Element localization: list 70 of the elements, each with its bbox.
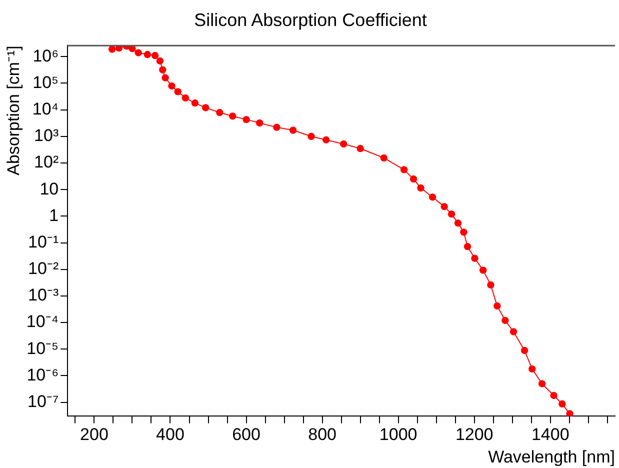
y-tick-label: 10⁻⁵ — [26, 338, 59, 358]
point — [520, 346, 528, 354]
y-tick-label: 10³ — [34, 126, 59, 146]
point — [460, 228, 468, 236]
point — [202, 104, 210, 112]
x-axis-title: Wavelength [nm] — [488, 447, 615, 466]
point — [400, 166, 408, 174]
point — [528, 365, 536, 373]
point — [151, 52, 159, 60]
x-tick-label: 1400 — [531, 425, 570, 444]
point — [448, 210, 456, 218]
point — [464, 242, 472, 250]
point — [558, 400, 566, 408]
point — [256, 119, 264, 127]
y-axis-title: Absorption [cm⁻¹] — [4, 46, 23, 176]
x-tick-label: 600 — [232, 425, 260, 444]
point — [502, 316, 509, 324]
point — [162, 74, 169, 82]
y-tick-label: 10 — [40, 179, 59, 198]
point — [479, 266, 487, 274]
y-tick-label: 10⁻³ — [28, 286, 59, 305]
point — [340, 140, 348, 148]
point — [322, 136, 330, 144]
point — [380, 154, 388, 162]
point — [471, 254, 478, 262]
y-tick-label: 10⁻⁷ — [28, 392, 59, 411]
point — [242, 116, 250, 124]
point — [289, 126, 297, 134]
y-tick-label: 10⁶ — [32, 46, 59, 66]
y-tick-label: 10⁵ — [32, 72, 59, 92]
point — [228, 112, 236, 120]
y-tick-label: 10² — [34, 152, 59, 172]
point — [510, 328, 518, 336]
point — [550, 392, 558, 400]
point — [168, 82, 176, 90]
point — [410, 175, 418, 183]
x-tick-label: 800 — [308, 425, 336, 444]
point — [174, 88, 182, 96]
point — [487, 281, 494, 289]
point — [417, 184, 424, 192]
point — [356, 144, 364, 152]
point — [308, 132, 315, 140]
point — [566, 410, 574, 416]
point — [454, 219, 462, 227]
point — [159, 66, 166, 74]
x-tick-label: 200 — [80, 425, 108, 444]
y-tick-label: 10⁻² — [28, 259, 59, 278]
y-tick-label: 10⁴ — [32, 100, 59, 118]
point — [115, 46, 123, 52]
y-tick-label: 10⁻⁴ — [26, 312, 59, 332]
point — [428, 194, 436, 201]
y-tick-label: 1 — [49, 206, 59, 225]
point — [144, 50, 152, 58]
x-tick-label: 1000 — [379, 425, 418, 444]
point — [273, 124, 280, 131]
point — [134, 49, 142, 56]
point — [128, 46, 136, 52]
y-tick-label: 10⁻¹ — [28, 232, 59, 252]
x-tick-label: 400 — [156, 425, 184, 444]
point — [108, 46, 116, 53]
point — [182, 94, 190, 102]
point — [216, 108, 224, 116]
chart-title: Silicon Absorption Coefficient — [194, 10, 427, 30]
point — [494, 302, 501, 310]
point — [538, 380, 546, 388]
point — [191, 99, 199, 107]
x-tick-label: 1200 — [455, 425, 494, 444]
point — [440, 202, 448, 210]
point — [156, 57, 164, 65]
y-tick-label: 10⁻⁶ — [26, 365, 59, 384]
